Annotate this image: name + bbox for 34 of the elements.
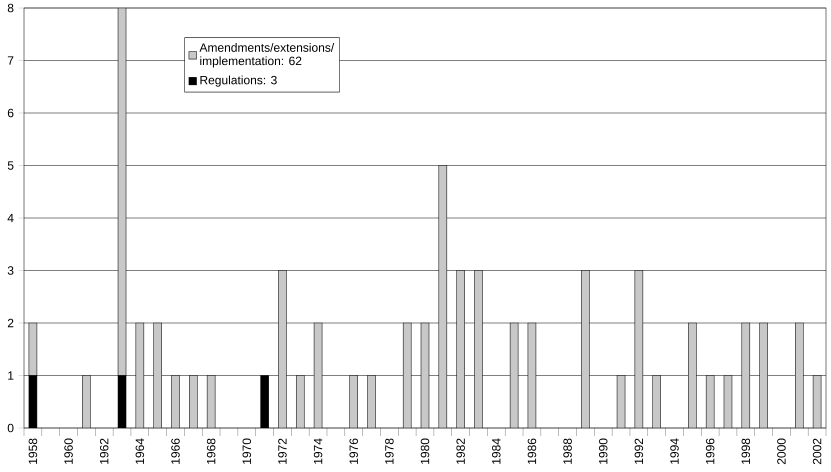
x-tick-label: 1960 xyxy=(64,438,73,464)
x-tick-label: 1998 xyxy=(742,438,750,464)
x-tick-label: 1994 xyxy=(670,438,679,464)
y-tick-label: 3 xyxy=(8,266,14,275)
y-tick-label: 5 xyxy=(8,161,14,170)
x-tick-label: 1958 xyxy=(28,438,38,464)
x-tick-label: 2002 xyxy=(812,438,822,464)
y-tick-label: 0 xyxy=(8,424,14,432)
x-tick-label: 1974 xyxy=(314,438,322,464)
x-tick-label: 2000 xyxy=(777,438,786,464)
y-tick-label: 2 xyxy=(8,318,14,328)
y-tick-label: 1 xyxy=(8,371,14,380)
y-tick-label: 7 xyxy=(8,56,14,65)
x-tick-label: 1986 xyxy=(528,438,536,464)
x-tick-label: 1996 xyxy=(706,438,714,464)
x-tick-label: 1980 xyxy=(420,438,430,464)
y-tick-label: 6 xyxy=(8,108,14,118)
x-tick-label: 1968 xyxy=(206,438,216,464)
legend-label: Regulations: 3 xyxy=(200,76,277,87)
x-tick-label: 1970 xyxy=(242,438,252,464)
x-tick-label: 1990 xyxy=(598,438,608,464)
x-tick-label: 1982 xyxy=(456,438,465,464)
x-tick-label: 1964 xyxy=(136,438,144,464)
y-tick-label: 8 xyxy=(8,4,14,12)
x-tick-label: 1972 xyxy=(278,438,287,464)
y-tick-label: 4 xyxy=(8,214,14,222)
x-tick-label: 1962 xyxy=(100,438,108,464)
x-tick-label: 1966 xyxy=(171,438,180,464)
x-tick-label: 1978 xyxy=(385,438,394,464)
x-tick-label: 1988 xyxy=(563,438,572,464)
x-tick-label: 1976 xyxy=(349,438,358,464)
legend-label: Amendments/extensions/ implementation: 62 xyxy=(199,43,334,68)
x-tick-label: 1992 xyxy=(634,438,644,464)
x-tick-label: 1984 xyxy=(492,438,501,464)
